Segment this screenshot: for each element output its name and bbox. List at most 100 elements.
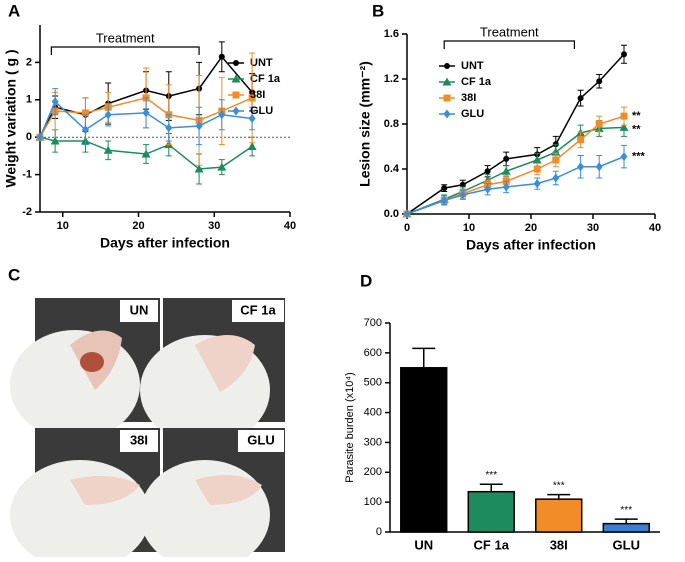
significance: ** [632, 110, 641, 122]
marker [248, 94, 256, 102]
marker [81, 125, 89, 135]
marker [502, 182, 510, 192]
marker [103, 145, 113, 154]
y-tick-label: 100 [364, 496, 382, 508]
treatment-bracket [50, 46, 200, 55]
bar [535, 498, 583, 533]
significance: *** [632, 151, 646, 163]
treatment-bracket [443, 40, 575, 49]
legend-label: 38I [461, 92, 476, 104]
photo-ear [195, 335, 255, 392]
bar [602, 522, 650, 533]
marker [532, 155, 542, 164]
panel-letter: D [360, 271, 372, 290]
marker [36, 132, 44, 142]
y-tick-label: 500 [364, 377, 382, 389]
y-axis-title: Parasite burden (x10⁴) [344, 372, 356, 483]
legend-label: CF 1a [250, 73, 281, 85]
y-tick-label: 200 [364, 466, 382, 478]
marker [403, 209, 411, 219]
treatment-label: Treatment [96, 30, 155, 45]
photo-caption: UN [130, 302, 149, 317]
marker [501, 166, 511, 175]
legend-label: 38I [250, 89, 265, 101]
y-tick-label: -1 [22, 169, 32, 181]
y-tick-label: 1.6 [384, 28, 399, 40]
series-line [406, 115, 625, 215]
bar [400, 367, 448, 533]
significance: *** [620, 505, 632, 516]
marker [442, 77, 452, 86]
significance: *** [485, 470, 497, 481]
marker [459, 181, 466, 188]
x-tick-label: CF 1a [474, 537, 510, 552]
marker [441, 185, 448, 192]
marker [444, 63, 450, 69]
caption-box [120, 430, 158, 452]
marker [533, 179, 541, 189]
series-line [406, 126, 625, 215]
marker [104, 110, 112, 120]
marker [552, 173, 560, 183]
legend-label: UNT [250, 57, 273, 69]
significance: *** [553, 480, 565, 491]
marker [231, 74, 241, 83]
marker [233, 60, 239, 66]
marker [577, 95, 584, 102]
marker [503, 155, 510, 162]
error-bar [479, 483, 503, 492]
y-tick-label: 2 [26, 56, 32, 68]
marker [232, 91, 240, 99]
marker [552, 156, 560, 164]
x-tick-label: 10 [463, 222, 475, 234]
marker [195, 121, 203, 131]
y-tick-label: 1 [26, 94, 32, 106]
y-tick-label: 0 [26, 131, 32, 143]
y-tick-label: 600 [364, 347, 382, 359]
marker [50, 136, 60, 145]
marker [443, 94, 451, 102]
caption-box [120, 300, 158, 322]
marker [595, 120, 603, 128]
marker [81, 109, 89, 117]
x-axis-title: Days after infection [466, 237, 596, 253]
marker [247, 142, 257, 151]
x-tick-label: 20 [132, 220, 144, 232]
panel-letter: B [372, 1, 384, 20]
significance: ** [632, 123, 641, 135]
x-tick-label: 30 [587, 222, 599, 234]
legend-label: CF 1a [461, 76, 492, 88]
marker [218, 53, 225, 60]
marker [51, 97, 59, 107]
marker [218, 110, 226, 120]
caption-box [232, 300, 284, 322]
x-tick-label: 10 [57, 220, 69, 232]
marker [619, 122, 629, 131]
marker [484, 184, 492, 194]
marker [577, 162, 585, 172]
marker [577, 136, 585, 144]
y-tick-label: 700 [364, 317, 382, 329]
photo-caption: GLU [247, 432, 274, 447]
marker [141, 149, 151, 158]
error-bar [412, 347, 436, 368]
marker [142, 108, 150, 118]
series-line [406, 53, 625, 215]
photo-ear [70, 476, 140, 505]
marker [232, 106, 240, 116]
marker [595, 162, 603, 172]
marker [248, 114, 256, 123]
y-tick-label: 0 [376, 526, 382, 538]
x-tick-label: 30 [208, 220, 220, 232]
marker [533, 165, 541, 173]
y-axis-title: Weight variation ( g ) [3, 49, 19, 187]
y-tick-label: 300 [364, 436, 382, 448]
x-tick-label: 40 [284, 220, 296, 232]
marker [459, 190, 467, 200]
x-tick-label: 0 [404, 222, 410, 234]
bar [467, 490, 515, 533]
y-axis-title: Lesion size (mm⁻²) [357, 61, 373, 187]
marker [484, 168, 491, 175]
photo-panel: C UN CF 1a 38I GLU [8, 265, 285, 562]
